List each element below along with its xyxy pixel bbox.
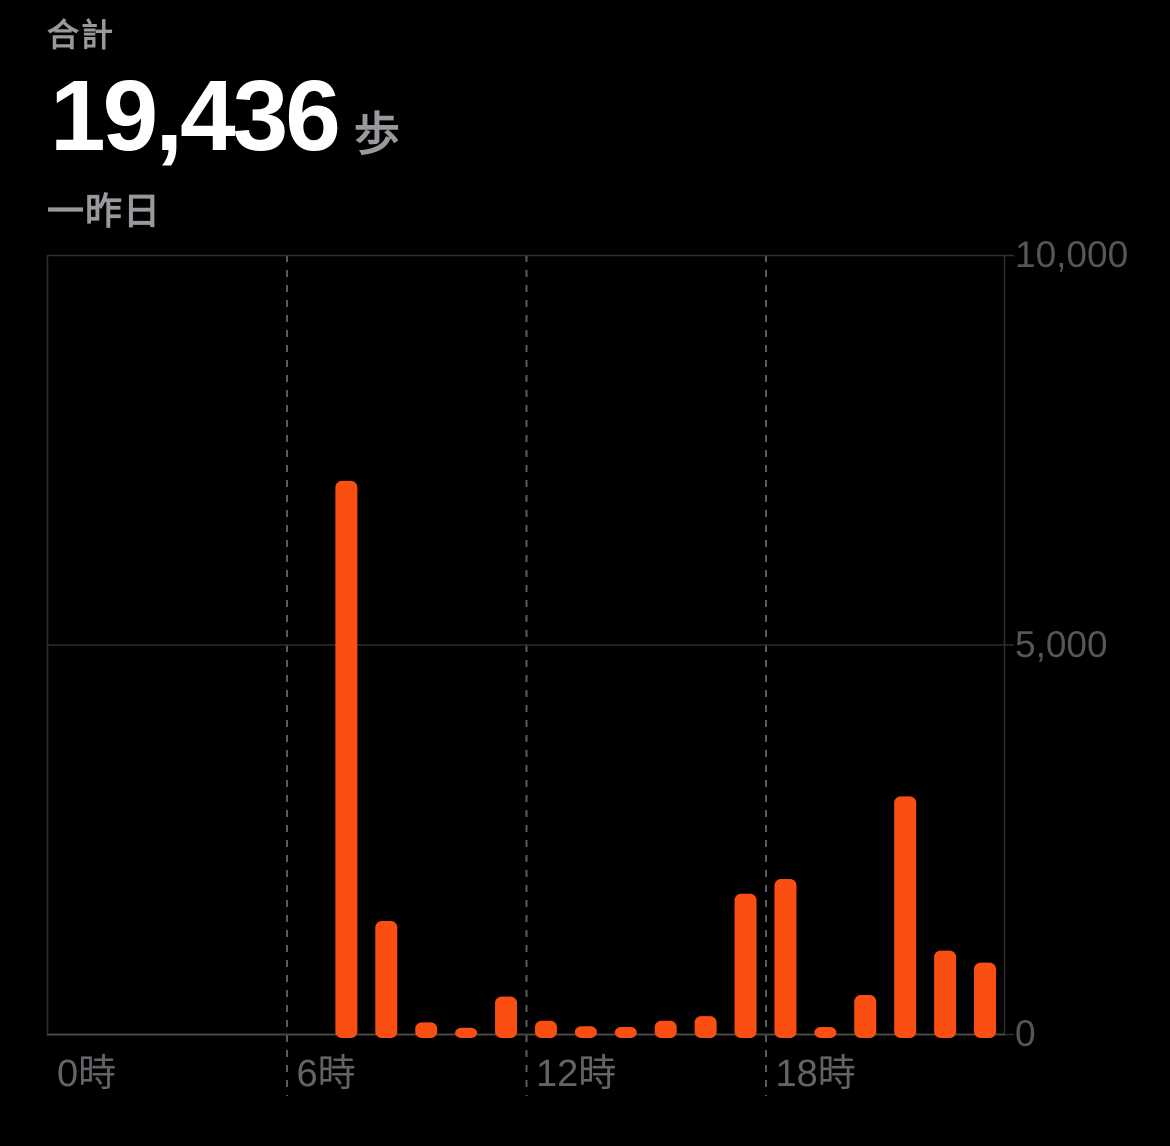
y-tick-label-10000: 10,000 (1015, 234, 1129, 275)
bar-hour-12[interactable] (534, 1020, 557, 1038)
x-tick-label-12h: 12時 (536, 1053, 617, 1095)
steps-bar-chart[interactable] (46, 254, 1017, 1096)
bar-hour-20[interactable] (854, 995, 877, 1038)
bar-hour-17[interactable] (734, 893, 757, 1038)
bar-hour-15[interactable] (654, 1020, 677, 1038)
bar-hour-10[interactable] (455, 1027, 478, 1038)
x-tick-label-6h: 6時 (296, 1053, 356, 1095)
bar-hour-19[interactable] (814, 1026, 837, 1038)
bar-hour-21[interactable] (894, 796, 917, 1038)
bar-hour-22[interactable] (934, 950, 957, 1038)
total-value: 19,436 (50, 60, 341, 172)
y-tick-label-0: 0 (1015, 1013, 1036, 1054)
total-row: 19,436 歩 (50, 66, 400, 166)
bar-hour-14[interactable] (614, 1026, 637, 1038)
date-label: 一昨日 (47, 191, 161, 232)
x-tick-label-18h: 18時 (775, 1053, 856, 1095)
bar-hour-23[interactable] (974, 962, 997, 1038)
bar-hour-16[interactable] (694, 1016, 717, 1038)
bar-hour-13[interactable] (574, 1026, 597, 1038)
bar-hour-9[interactable] (415, 1022, 438, 1038)
total-label: 合計 (47, 17, 116, 53)
bar-hour-18[interactable] (774, 878, 797, 1038)
bar-hour-8[interactable] (375, 921, 398, 1038)
x-tick-label-0h: 0時 (57, 1053, 117, 1095)
y-tick-label-5000: 5,000 (1015, 623, 1108, 665)
bar-hour-7[interactable] (335, 480, 358, 1038)
total-unit: 歩 (353, 108, 400, 160)
bar-hour-11[interactable] (495, 996, 518, 1038)
